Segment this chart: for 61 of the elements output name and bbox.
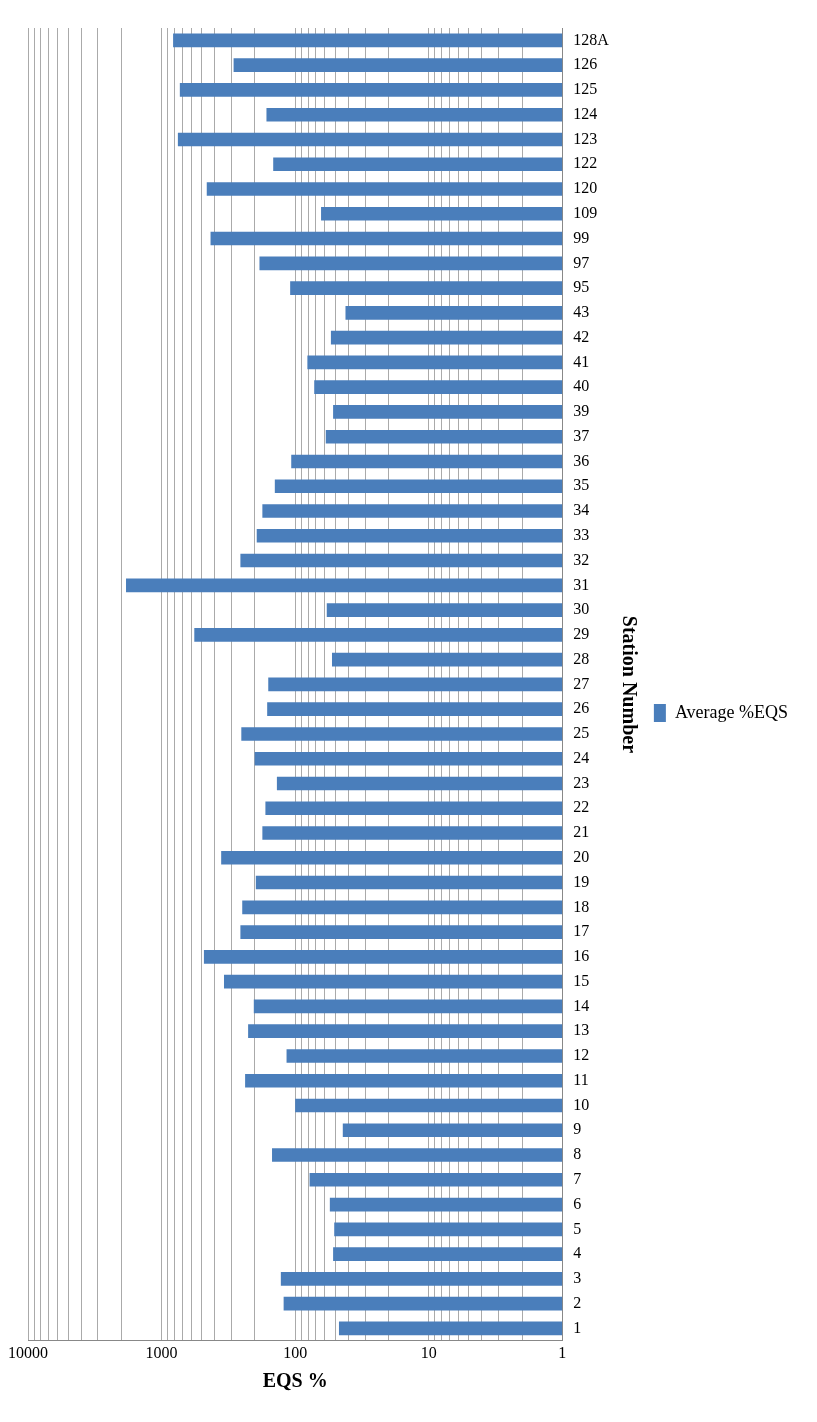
- y-tick-label: 14: [573, 996, 590, 1014]
- y-tick-label: 33: [573, 525, 590, 543]
- y-tick-label: 20: [573, 847, 590, 865]
- y-tick-label: 26: [573, 699, 590, 717]
- y-tick-label: 18: [573, 897, 590, 915]
- x-tick-label: 100: [283, 1343, 308, 1361]
- y-tick-label: 31: [573, 575, 590, 593]
- y-tick-label: 24: [573, 748, 590, 766]
- y-tick-label: 43: [573, 303, 590, 321]
- y-tick-label: 9: [573, 1120, 582, 1138]
- y-tick-label: 12: [573, 1046, 590, 1064]
- y-tick-label: 27: [573, 674, 590, 692]
- y-tick-label: 15: [573, 971, 590, 989]
- y-tick-label: 22: [573, 798, 590, 816]
- y-tick-label: 25: [573, 724, 590, 742]
- y-tick-label: 123: [573, 129, 598, 147]
- y-tick-label: 16: [573, 947, 590, 965]
- y-tick-label: 17: [573, 922, 590, 940]
- y-tick-label: 8: [573, 1145, 582, 1163]
- y-tick-label: 6: [573, 1194, 582, 1212]
- y-tick-label: 120: [573, 179, 598, 197]
- y-tick-label: 39: [573, 402, 590, 420]
- y-tick-label: 125: [573, 80, 598, 98]
- y-tick-label: 122: [573, 154, 598, 172]
- y-tick-label: 21: [573, 823, 590, 841]
- y-tick-label: 32: [573, 550, 590, 568]
- y-axis-title: Station Number: [618, 615, 641, 754]
- x-tick-label: 1: [558, 1343, 567, 1361]
- y-tick-label: 11: [573, 1070, 589, 1088]
- y-tick-label: 95: [573, 278, 590, 296]
- y-tick-label: 2: [573, 1293, 582, 1311]
- y-tick-label: 109: [573, 203, 598, 221]
- y-tick-label: 30: [573, 600, 590, 618]
- y-tick-label: 10: [573, 1095, 590, 1113]
- y-tick-label: 124: [573, 104, 598, 122]
- y-tick-label: 34: [573, 501, 590, 519]
- y-tick-label: 4: [573, 1244, 582, 1262]
- x-tick-label: 1000: [145, 1343, 178, 1361]
- y-tick-label: 19: [573, 872, 590, 890]
- x-tick-label: 10: [420, 1343, 437, 1361]
- y-tick-label: 41: [573, 352, 590, 370]
- y-tick-label: 1: [573, 1318, 582, 1336]
- y-tick-label: 40: [573, 377, 590, 395]
- x-axis-title: EQS %: [262, 1369, 328, 1392]
- y-tick-label: 5: [573, 1219, 582, 1237]
- y-tick-label: 126: [573, 55, 598, 73]
- x-tick-label: 10000: [8, 1343, 48, 1361]
- y-tick-label: 13: [573, 1021, 590, 1039]
- legend-label: Average %EQS: [674, 701, 788, 722]
- y-tick-label: 97: [573, 253, 590, 271]
- y-tick-label: 28: [573, 649, 590, 667]
- y-tick-label: 7: [573, 1170, 582, 1187]
- y-tick-label: 3: [573, 1269, 582, 1287]
- y-tick-label: 99: [573, 228, 590, 246]
- y-tick-label: 36: [573, 451, 590, 469]
- y-tick-label: 42: [573, 327, 590, 345]
- y-tick-label: 37: [573, 426, 590, 444]
- y-tick-label: 29: [573, 625, 590, 643]
- y-tick-label: 35: [573, 476, 590, 494]
- y-tick-label: 128A: [573, 30, 610, 48]
- y-tick-label: 23: [573, 773, 590, 791]
